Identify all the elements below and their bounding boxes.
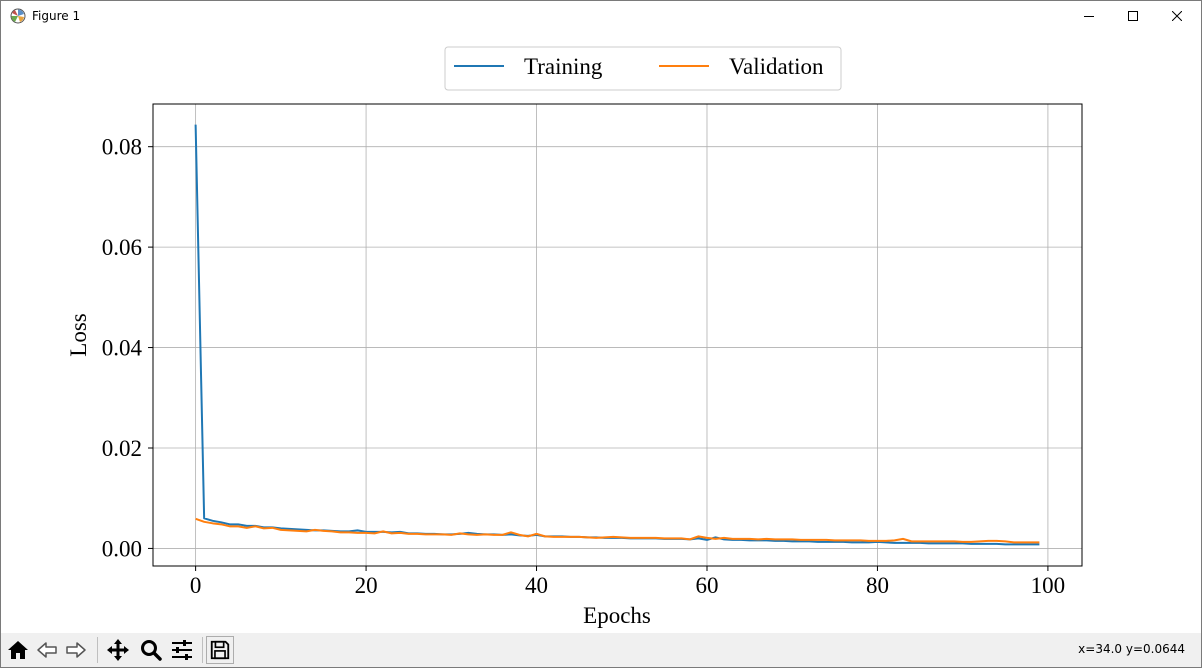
move-icon <box>107 639 129 661</box>
title-bar[interactable]: Figure 1 <box>1 1 1201 31</box>
toolbar-separator <box>202 637 203 663</box>
x-tick-label: 0 <box>190 573 202 598</box>
arrow-right-icon <box>66 642 86 658</box>
maximize-button[interactable] <box>1110 1 1156 31</box>
plot-area[interactable] <box>153 104 1082 566</box>
home-icon <box>8 641 28 659</box>
y-axis-label: Loss <box>66 313 91 357</box>
series-line-validation <box>195 517 1040 544</box>
legend[interactable]: Training Validation <box>444 46 842 91</box>
y-tick-label: 0.06 <box>102 235 142 260</box>
x-tick-label: 80 <box>866 573 889 598</box>
y-tick-label: 0.04 <box>102 336 143 361</box>
y-tick-label: 0.08 <box>102 135 142 160</box>
y-tick-label: 0.02 <box>102 436 142 461</box>
minimize-button[interactable] <box>1066 1 1112 31</box>
series-lines <box>194 124 1040 546</box>
window-title: Figure 1 <box>32 9 81 23</box>
minimize-icon <box>1084 16 1094 17</box>
forward-button[interactable] <box>62 636 90 664</box>
floppy-icon <box>210 640 230 660</box>
legend-box <box>444 46 842 91</box>
x-axis-label: Epochs <box>583 603 651 628</box>
legend-label-training: Training <box>524 54 603 79</box>
legend-label-validation: Validation <box>729 54 824 79</box>
navigation-toolbar: x=34.0 y=0.0644 <box>1 633 1201 667</box>
configure-subplots-button[interactable] <box>168 636 196 664</box>
ticks: 0 20 40 60 80 100 0.00 0.02 0.04 0.06 0.08 <box>102 135 1065 598</box>
arrow-left-icon <box>37 642 57 658</box>
maximize-icon <box>1128 11 1138 21</box>
x-tick-label: 100 <box>1031 573 1066 598</box>
x-tick-label: 60 <box>695 573 718 598</box>
close-icon <box>1172 11 1182 21</box>
zoom-button[interactable] <box>137 636 165 664</box>
save-button[interactable] <box>206 636 234 664</box>
home-button[interactable] <box>4 636 32 664</box>
magnifier-icon <box>141 640 162 661</box>
back-button[interactable] <box>33 636 61 664</box>
x-tick-label: 20 <box>355 573 378 598</box>
cursor-coordinates: x=34.0 y=0.0644 <box>1078 642 1185 656</box>
sliders-icon <box>172 640 192 660</box>
close-button[interactable] <box>1154 1 1200 31</box>
grid <box>153 104 1082 566</box>
toolbar-separator <box>97 637 98 663</box>
pan-button[interactable] <box>104 636 132 664</box>
y-tick-label: 0.00 <box>102 536 142 561</box>
matplotlib-logo-icon <box>10 8 26 24</box>
axes-frame <box>152 103 1083 567</box>
x-tick-label: 40 <box>525 573 548 598</box>
